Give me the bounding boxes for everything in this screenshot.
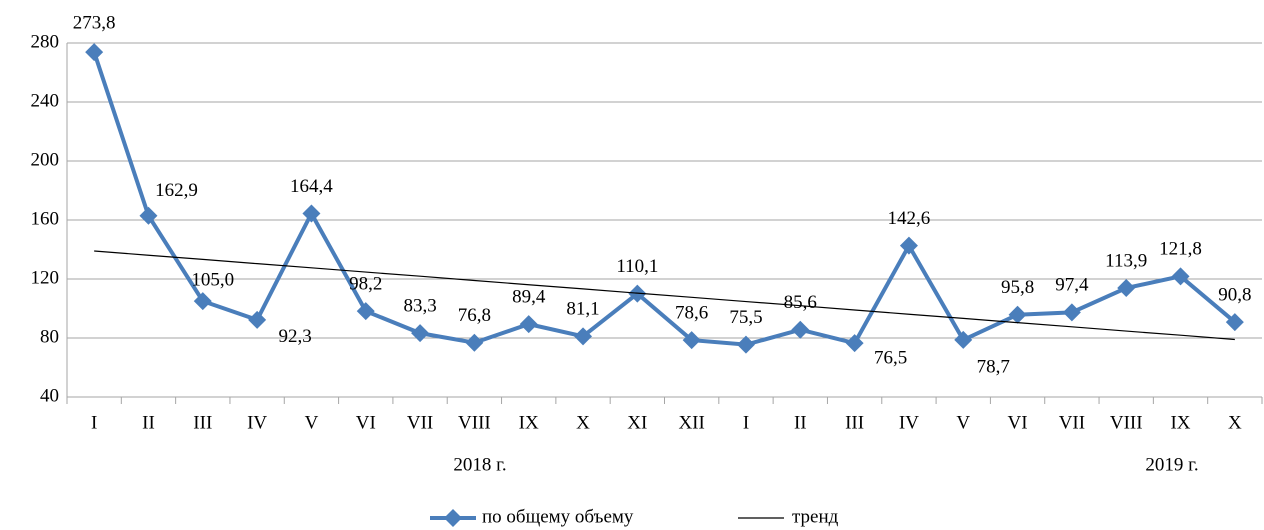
data-label: 78,6 (675, 302, 708, 323)
data-label: 75,5 (729, 307, 762, 328)
data-label: 95,8 (1001, 277, 1034, 298)
marker (1171, 267, 1190, 286)
marker (85, 43, 104, 62)
data-label: 76,8 (458, 305, 491, 326)
marker (954, 330, 973, 349)
y-tick-label: 80 (40, 326, 59, 347)
x-tick-label: IV (247, 412, 267, 433)
x-tick-label: VII (1059, 412, 1085, 433)
y-tick-label: 240 (31, 90, 60, 111)
marker (302, 204, 321, 223)
data-label: 81,1 (566, 299, 599, 320)
data-label: 164,4 (290, 176, 333, 197)
marker (519, 315, 538, 334)
legend-label: тренд (792, 506, 839, 527)
data-label: 89,4 (512, 286, 546, 307)
x-tick-label: XI (627, 412, 647, 433)
data-label: 83,3 (403, 295, 436, 316)
x-tick-label: X (1228, 412, 1242, 433)
x-tick-label: IX (519, 412, 539, 433)
x-tick-label: III (193, 412, 212, 433)
x-tick-label: I (91, 412, 97, 433)
x-tick-label: III (845, 412, 864, 433)
x-tick-label: I (743, 412, 749, 433)
marker (1008, 305, 1027, 324)
x-tick-label: VIII (458, 412, 491, 433)
y-tick-label: 40 (40, 385, 59, 406)
data-label: 162,9 (155, 180, 198, 201)
data-label: 92,3 (278, 326, 311, 347)
x-tick-label: VII (407, 412, 433, 433)
legend-marker (444, 509, 462, 527)
data-label: 142,6 (888, 208, 931, 229)
x-tick-label: V (956, 412, 970, 433)
y-tick-label: 160 (31, 208, 60, 229)
series-line (92, 51, 1237, 347)
data-label: 273,8 (73, 13, 116, 34)
y-tick-label: 120 (31, 267, 60, 288)
marker (193, 292, 212, 311)
data-label: 85,6 (784, 292, 817, 313)
marker (899, 236, 918, 255)
series-line (94, 250, 1235, 341)
data-label: 110,1 (616, 256, 658, 277)
x-tick-label: II (794, 412, 807, 433)
marker (1062, 303, 1081, 322)
data-label: 105,0 (191, 269, 234, 290)
data-label: 76,5 (874, 348, 907, 369)
y-tick-label: 280 (31, 31, 60, 52)
data-label: 78,7 (977, 356, 1010, 377)
x-tick-label: X (576, 412, 590, 433)
marker (248, 310, 267, 329)
x-tick-label: XII (678, 412, 704, 433)
marker (791, 320, 810, 339)
marker (465, 333, 484, 352)
data-label: 113,9 (1105, 250, 1147, 271)
marker (356, 302, 375, 321)
marker (1117, 278, 1136, 297)
legend-label: по общему объему (482, 506, 634, 527)
marker (682, 331, 701, 350)
marker (139, 206, 158, 225)
x-tick-label: V (305, 412, 319, 433)
data-label: 121,8 (1159, 239, 1202, 260)
marker (411, 324, 430, 343)
x-tick-label: VI (356, 412, 376, 433)
marker (1225, 313, 1244, 332)
marker (574, 327, 593, 346)
x-tick-label: II (142, 412, 155, 433)
x-tick-label: IX (1170, 412, 1190, 433)
data-label: 98,2 (349, 274, 382, 295)
year-label: 2018 г. (453, 454, 506, 475)
data-label: 90,8 (1218, 284, 1251, 305)
year-label: 2019 г. (1145, 454, 1198, 475)
data-label: 97,4 (1055, 275, 1089, 296)
marker (736, 335, 755, 354)
x-tick-label: IV (899, 412, 919, 433)
x-tick-label: VIII (1110, 412, 1143, 433)
marker (845, 334, 864, 353)
x-tick-label: VI (1008, 412, 1028, 433)
y-tick-label: 200 (31, 149, 60, 170)
